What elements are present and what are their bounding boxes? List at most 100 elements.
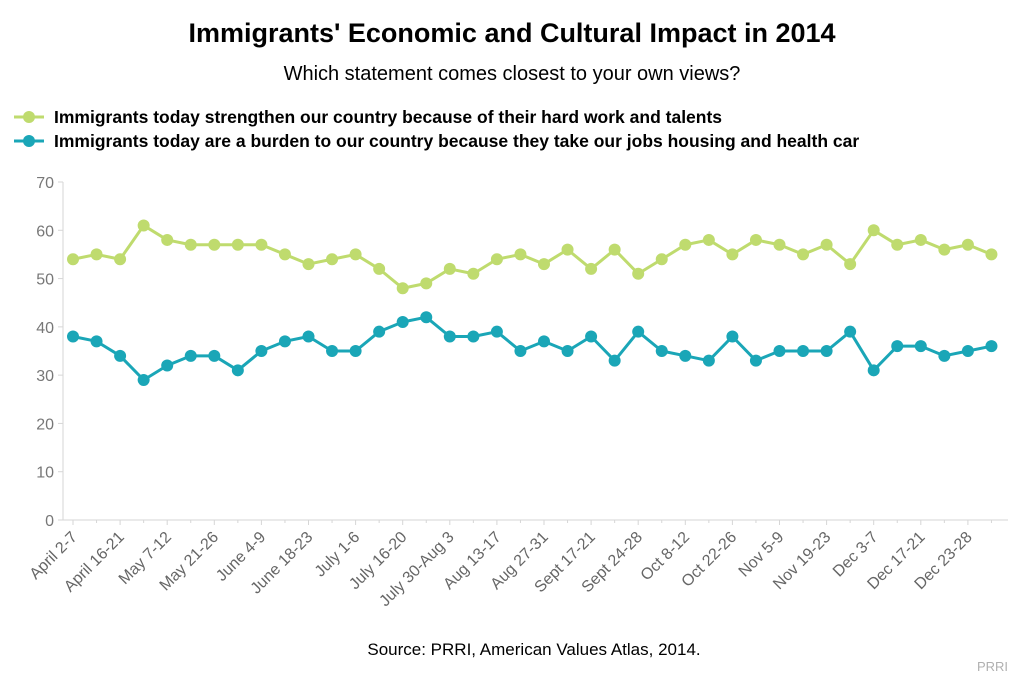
data-point (961, 345, 974, 357)
data-point (137, 373, 150, 386)
data-point (797, 345, 810, 357)
data-point (90, 335, 103, 348)
data-point (538, 258, 550, 271)
chart-subtitle: Which statement comes closest to your ow… (284, 63, 741, 85)
data-point (538, 335, 550, 348)
series-line (72, 223, 993, 290)
data-point (373, 325, 386, 338)
data-point (726, 330, 739, 343)
data-point (420, 277, 433, 290)
series-strengthen (67, 219, 998, 295)
series-line (72, 315, 992, 382)
data-point (514, 248, 527, 261)
series-burden (67, 311, 998, 386)
legend-label-strengthen: Immigrants today strengthen our country … (54, 107, 722, 127)
data-point (208, 238, 221, 251)
data-point (844, 325, 857, 338)
data-point (985, 340, 998, 353)
data-point (349, 345, 362, 357)
data-point (961, 238, 974, 251)
data-point (632, 267, 645, 280)
data-point (67, 330, 79, 343)
legend-swatch-marker-burden (23, 135, 35, 147)
data-point (161, 359, 174, 372)
data-point (114, 349, 127, 362)
data-point (467, 267, 480, 280)
data-point (561, 243, 574, 256)
data-point (867, 224, 880, 237)
data-point (702, 354, 715, 367)
y-tick-label: 0 (45, 513, 54, 530)
data-point (420, 311, 433, 324)
data-point (278, 248, 291, 261)
data-point (561, 345, 574, 357)
data-point (844, 258, 857, 271)
data-point (231, 364, 244, 377)
data-point (67, 253, 79, 266)
data-point (608, 243, 621, 256)
data-point (114, 253, 127, 266)
data-point (326, 345, 339, 357)
legend: Immigrants today strengthen our country … (14, 107, 859, 151)
data-point (655, 253, 668, 266)
data-point (326, 253, 339, 266)
data-point (302, 330, 315, 343)
data-point (820, 238, 833, 251)
data-point (90, 248, 103, 261)
data-point (184, 238, 197, 251)
legend-item-burden[interactable]: Immigrants today are a burden to our cou… (14, 131, 859, 151)
data-point (184, 349, 197, 362)
series-layer (67, 219, 998, 386)
data-point (914, 340, 927, 353)
data-point (161, 233, 174, 246)
data-point (702, 233, 715, 246)
legend-item-strengthen[interactable]: Immigrants today strengthen our country … (14, 107, 722, 127)
data-point (490, 325, 503, 338)
data-point (443, 330, 456, 343)
data-point (938, 243, 951, 256)
data-point (302, 258, 315, 271)
data-point (773, 238, 786, 251)
legend-swatch-marker-strengthen (23, 111, 35, 123)
credit-label: PRRI (977, 659, 1008, 674)
data-point (255, 238, 268, 251)
data-point (208, 349, 221, 362)
data-point (679, 349, 692, 362)
data-point (443, 262, 456, 275)
data-point (749, 233, 762, 246)
y-tick-label: 10 (36, 465, 54, 482)
data-point (938, 349, 951, 362)
data-point (137, 219, 150, 232)
data-point (749, 354, 762, 367)
data-point (820, 345, 833, 357)
data-point (585, 330, 598, 343)
data-point (867, 364, 880, 377)
data-point (985, 248, 998, 261)
data-point (349, 248, 362, 261)
y-axis: 0 10 20 30 40 50 60 70 (36, 175, 64, 530)
data-point (726, 248, 739, 261)
chart-title: Immigrants' Economic and Cultural Impact… (188, 18, 835, 48)
y-tick-label: 70 (36, 175, 54, 192)
data-point (255, 345, 268, 357)
data-point (797, 248, 810, 261)
data-point (632, 325, 645, 338)
data-point (891, 340, 904, 353)
data-point (396, 282, 409, 295)
data-point (891, 238, 904, 251)
data-point (585, 262, 598, 275)
y-tick-label: 20 (36, 416, 54, 433)
y-tick-label: 40 (36, 320, 54, 337)
legend-label-burden: Immigrants today are a burden to our cou… (54, 131, 859, 151)
data-point (278, 335, 291, 348)
source-note: Source: PRRI, American Values Atlas, 201… (367, 640, 700, 659)
y-tick-label: 30 (36, 368, 54, 385)
data-point (608, 354, 621, 367)
data-point (490, 253, 503, 266)
data-point (773, 345, 786, 357)
data-point (231, 238, 244, 251)
data-point (679, 238, 692, 251)
data-point (396, 316, 409, 329)
